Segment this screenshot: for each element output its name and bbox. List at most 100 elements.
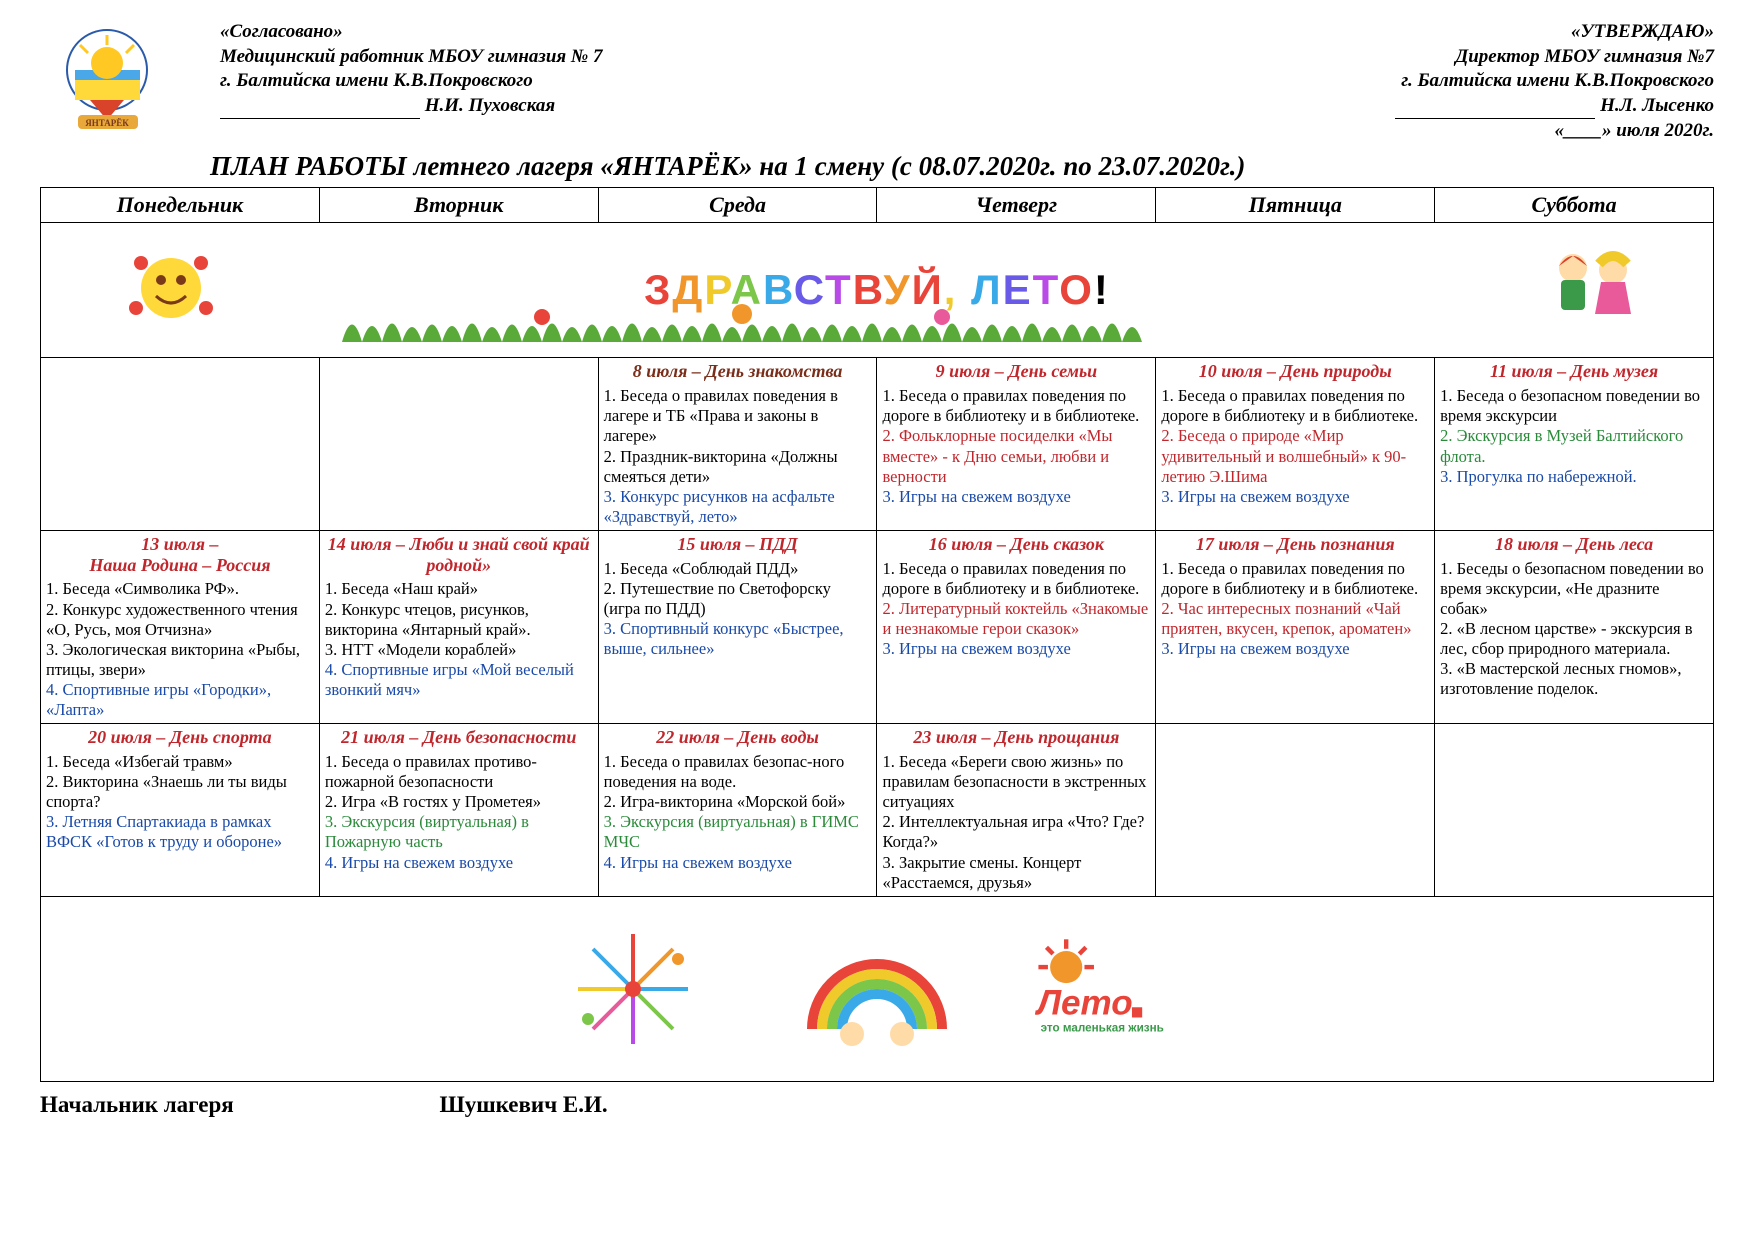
activity-item: 1. Беседа «Береги свою жизнь» по правила… xyxy=(882,752,1150,812)
activity-item: 1. Беседа о правилах поведения в лагере … xyxy=(604,386,872,446)
activity-item: 1. Беседа «Соблюдай ПДД» xyxy=(604,559,872,579)
day-title: 22 июля – День воды xyxy=(604,727,872,748)
day-title: 8 июля – День знакомства xyxy=(604,361,872,382)
day-title: 20 июля – День спорта xyxy=(46,727,314,748)
day-cell: 18 июля – День леса 1. Беседы о безопасно… xyxy=(1435,531,1714,724)
approval-right-sig: Н.Л. Лысенко xyxy=(967,94,1714,119)
activity-item: 2. Праздник-викторина «Должны смеяться д… xyxy=(604,447,872,487)
activity-item: 2. Игра «В гостях у Прометея» xyxy=(325,792,593,812)
activity-item: 3. Экскурсия (виртуальная) в Пожарную ча… xyxy=(325,812,593,852)
day-cell: 15 июля – ПДД1. Беседа «Соблюдай ПДД»2. … xyxy=(598,531,877,724)
activity-list: 1. Беседа «Символика РФ».2. Конкурс худо… xyxy=(46,579,314,720)
day-title: 13 июля –Наша Родина – Россия xyxy=(46,534,314,575)
activity-item: 2. «В лесном царстве» - экскурсия в лес,… xyxy=(1440,619,1708,659)
activity-list: 1. Беседа «Наш край»2. Конкурс чтецов, р… xyxy=(325,579,593,700)
svg-text:это маленькая жизнь: это маленькая жизнь xyxy=(1041,1021,1164,1034)
sun-flower-icon xyxy=(111,238,231,338)
activity-list: 1. Беседы о безопасном поведении во врем… xyxy=(1440,559,1708,700)
day-title: 23 июля – День прощания xyxy=(882,727,1150,748)
activity-item: 3. НТТ «Модели кораблей» xyxy=(325,640,593,660)
day-cell: 17 июля – День познания1. Беседа о прави… xyxy=(1156,531,1435,724)
activity-item: 2. Литературный коктейль «Знакомые и нез… xyxy=(882,599,1150,639)
activity-item: 2. Конкурс чтецов, рисунков, викторина «… xyxy=(325,600,593,640)
activity-list: 1. Беседа о правилах поведения в лагере … xyxy=(604,386,872,527)
activity-list: 1. Беседа о правилах поведения по дороге… xyxy=(882,386,1150,507)
activity-item: 3. Игры на свежем воздухе xyxy=(882,639,1150,659)
activity-item: 3. Экскурсия (виртуальная) в ГИМС МЧС xyxy=(604,812,872,852)
day-cell: 20 июля – День спорта 1. Беседа «Избегай … xyxy=(41,724,320,897)
activity-item: 1. Беседа о правилах поведения по дороге… xyxy=(1161,386,1429,426)
day-header: Вторник xyxy=(319,188,598,223)
activity-list: 1. Беседа о правилах противо-пожарной бе… xyxy=(325,752,593,873)
approval-right-l3: г. Балтийска имени К.В.Покровского xyxy=(967,69,1714,94)
activity-item: 2. Час интересных познаний «Чай приятен,… xyxy=(1161,599,1429,639)
day-header: Понедельник xyxy=(41,188,320,223)
approval-right-l1: «УТВЕРЖДАЮ» xyxy=(967,20,1714,45)
activity-list: 1. Беседа о правилах поведения по дороге… xyxy=(1161,559,1429,660)
footer-decoration-row: Лето это маленькая жизнь xyxy=(41,896,1714,1081)
footer-role: Начальник лагеря xyxy=(40,1092,234,1117)
approval-right-block: «УТВЕРЖДАЮ» Директор МБОУ гимназия №7 г.… xyxy=(967,20,1714,143)
day-cell: 14 июля – Люби и знай свой край родной»1… xyxy=(319,531,598,724)
day-title: 21 июля – День безопасности xyxy=(325,727,593,748)
day-header: Пятница xyxy=(1156,188,1435,223)
banner-row: ЗДРАВСТВУЙ, ЛЕТО! xyxy=(41,223,1714,358)
activity-item: 4. Спортивные игры «Городки», «Лапта» xyxy=(46,680,314,720)
day-title: 18 июля – День леса xyxy=(1440,534,1708,555)
activity-item: 3. Экологическая викторина «Рыбы, птицы,… xyxy=(46,640,314,680)
day-cell: 21 июля – День безопасности 1. Беседа о п… xyxy=(319,724,598,897)
activity-item: 3. Летняя Спартакиада в рамках ВФСК «Гот… xyxy=(46,812,314,852)
rainbow-kids-icon xyxy=(782,919,972,1059)
activity-item: 1. Беседа о правилах поведения по дороге… xyxy=(882,559,1150,599)
day-title: 10 июля – День природы xyxy=(1161,361,1429,382)
activity-item: 3. Спортивный конкурс «Быстрее, выше, си… xyxy=(604,619,872,659)
approval-right-date: «____» июля 2020г. xyxy=(967,119,1714,144)
fireworks-icon xyxy=(538,919,728,1059)
day-header: Четверг xyxy=(877,188,1156,223)
activity-item: 3. Игры на свежем воздухе xyxy=(1161,487,1429,507)
activity-item: 4. Спортивные игры «Мой веселый звонкий … xyxy=(325,660,593,700)
activity-item: 3. Закрытие смены. Концерт «Расстаемся, … xyxy=(882,853,1150,893)
activity-item: 3. «В мастерской лесных гномов», изготов… xyxy=(1440,659,1708,699)
activity-item: 3. Игры на свежем воздухе xyxy=(1161,639,1429,659)
approval-left-sig: Н.И. Пуховская xyxy=(220,94,967,119)
activity-list: 1. Беседа «Избегай травм»2. Викторина «З… xyxy=(46,752,314,853)
activity-list: 1. Беседа «Соблюдай ПДД»2. Путешествие п… xyxy=(604,559,872,660)
day-title: 11 июля – День музея xyxy=(1440,361,1708,382)
approval-left-l2: Медицинский работник МБОУ гимназия № 7 xyxy=(220,45,967,70)
footer-signature: Начальник лагеря Шушкевич Е.И. xyxy=(40,1092,1714,1118)
approval-left-block: «Согласовано» Медицинский работник МБОУ … xyxy=(220,20,967,143)
activity-list: 1. Беседа «Береги свою жизнь» по правила… xyxy=(882,752,1150,893)
activity-item: 1. Беседы о безопасном поведении во врем… xyxy=(1440,559,1708,619)
day-cell: 10 июля – День природы 1. Беседа о правил… xyxy=(1156,358,1435,531)
activity-item: 2. Путешествие по Светофорску (игра по П… xyxy=(604,579,872,619)
schedule-table: ПонедельникВторникСредаЧетвергПятницаСуб… xyxy=(40,187,1714,1081)
leto-logo-icon: Лето это маленькая жизнь xyxy=(1026,919,1216,1059)
day-cell xyxy=(41,358,320,531)
approval-right-l2: Директор МБОУ гимназия №7 xyxy=(967,45,1714,70)
activity-list: 1. Беседа о правилах поведения по дороге… xyxy=(1161,386,1429,507)
day-cell xyxy=(1156,724,1435,897)
document-title: ПЛАН РАБОТЫ летнего лагеря «ЯНТАРЁК» на … xyxy=(210,151,1714,182)
activity-list: 1. Беседа о правилах безопас-ного поведе… xyxy=(604,752,872,873)
day-title: 16 июля – День сказок xyxy=(882,534,1150,555)
activity-item: 2. Фольклорные посиделки «Мы вместе» - к… xyxy=(882,426,1150,486)
day-header: Суббота xyxy=(1435,188,1714,223)
svg-text:ЯНТАРЁК: ЯНТАРЁК xyxy=(85,118,129,128)
activity-item: 1. Беседа «Избегай травм» xyxy=(46,752,314,772)
day-cell: 16 июля – День сказок 1. Беседа о правила… xyxy=(877,531,1156,724)
activity-item: 1. Беседа о безопасном поведении во врем… xyxy=(1440,386,1708,426)
kids-icon xyxy=(1533,238,1653,338)
activity-item: 2. Игра-викторина «Морской бой» xyxy=(604,792,872,812)
day-cell: 22 июля – День воды 1. Беседа о правилах … xyxy=(598,724,877,897)
footer-name: Шушкевич Е.И. xyxy=(439,1092,607,1117)
day-cell: 11 июля – День музея 1. Беседа о безопасн… xyxy=(1435,358,1714,531)
day-cell: 8 июля – День знакомства 1. Беседа о прав… xyxy=(598,358,877,531)
activity-item: 2. Викторина «Знаешь ли ты виды спорта? xyxy=(46,772,314,812)
activity-item: 3. Конкурс рисунков на асфальте «Здравст… xyxy=(604,487,872,527)
day-cell: 9 июля – День семьи1. Беседа о правилах … xyxy=(877,358,1156,531)
activity-item: 1. Беседа о правилах безопас-ного поведе… xyxy=(604,752,872,792)
activity-item: 1. Беседа о правилах противо-пожарной бе… xyxy=(325,752,593,792)
activity-item: 1. Беседа о правилах поведения по дороге… xyxy=(882,386,1150,426)
activity-item: 3. Игры на свежем воздухе xyxy=(882,487,1150,507)
